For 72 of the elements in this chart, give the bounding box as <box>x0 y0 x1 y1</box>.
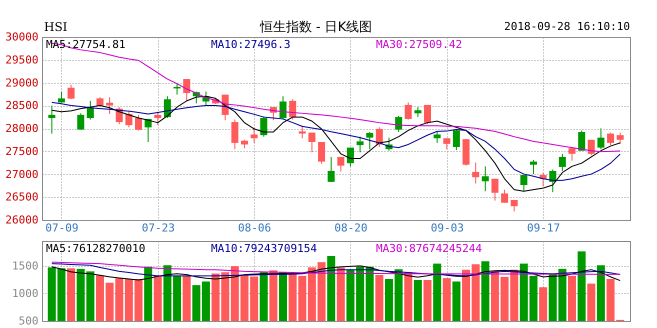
candlestick <box>452 129 460 151</box>
chart-title: 恒生指数 - 日K线图 <box>258 20 372 35</box>
candlestick <box>86 100 94 120</box>
candlestick <box>328 156 335 182</box>
series-label: MA5:76128270010 <box>46 242 146 255</box>
candlestick <box>68 84 75 100</box>
candlestick <box>414 106 422 118</box>
y-tick-label: 27000 <box>5 168 38 181</box>
candlestick <box>58 91 65 104</box>
candlestick <box>491 178 498 202</box>
candlestick <box>607 132 614 146</box>
candlestick <box>434 132 441 144</box>
x-tick-label: 08-20 <box>334 222 368 234</box>
candlestick <box>616 132 624 144</box>
x-tick-label: 07-23 <box>142 222 175 234</box>
candlestick <box>356 136 364 153</box>
text: HSI <box>44 20 68 34</box>
y-tick-label: 1000 <box>12 286 38 300</box>
text: MA5:27754.81 <box>46 38 126 51</box>
text: MA10:27496.3 <box>211 38 290 51</box>
candlestick <box>472 162 480 184</box>
candlestick <box>183 78 190 102</box>
candlestick <box>298 125 306 139</box>
candlestick <box>125 111 132 128</box>
x-tick-label: 09-17 <box>527 222 560 234</box>
x-tick-label: 08-06 <box>238 222 272 234</box>
candlestick <box>77 112 84 130</box>
candlestick <box>280 96 287 120</box>
candlestick <box>48 105 56 134</box>
candlestick <box>588 139 595 156</box>
y-tick-label: 28500 <box>5 99 38 112</box>
candlestick <box>174 83 181 96</box>
candlestick <box>424 104 432 124</box>
candlestick <box>289 98 296 120</box>
candlestick <box>337 156 344 172</box>
candlestick <box>366 132 374 150</box>
y-tick-label: 26500 <box>5 190 38 204</box>
candlestick <box>501 189 508 204</box>
candlestick <box>520 174 528 192</box>
y-tick-label: 30000 <box>5 30 38 44</box>
candlestick <box>308 132 316 153</box>
candlestick <box>346 147 354 167</box>
y-tick-label: 26000 <box>5 214 38 226</box>
y-tick-label: 1500 <box>12 259 38 272</box>
candlestick <box>530 160 537 175</box>
text: MA30:27509.42 <box>376 38 462 51</box>
candlestick <box>135 114 142 131</box>
candlestick <box>96 96 104 108</box>
candlestick <box>395 115 402 133</box>
candlestick <box>443 138 450 150</box>
text: 2018-09-28 16:10:10 <box>504 20 630 33</box>
y-tick-label: 500 <box>18 314 38 328</box>
candlestick <box>106 96 114 114</box>
candlestick <box>231 119 238 150</box>
candlestick <box>482 166 489 192</box>
candlestick <box>154 111 162 126</box>
candlestick <box>318 141 326 164</box>
candlestick <box>250 126 258 144</box>
line-series <box>51 265 621 282</box>
x-tick-label: 07-09 <box>45 222 79 234</box>
series-label: MA10:79243709154 <box>211 242 318 255</box>
candlestick <box>558 153 566 172</box>
candlestick <box>260 116 268 138</box>
candlestick <box>568 146 576 162</box>
series-label: MA30:87674245244 <box>376 242 482 255</box>
candlestick <box>404 102 412 120</box>
x-tick-label: 09-03 <box>430 222 464 234</box>
y-tick-label: 29500 <box>5 53 38 66</box>
candlestick <box>597 128 604 150</box>
y-tick-label: 27500 <box>5 144 38 158</box>
y-tick-label: 28000 <box>5 122 38 135</box>
y-tick-label: 29000 <box>5 76 38 90</box>
